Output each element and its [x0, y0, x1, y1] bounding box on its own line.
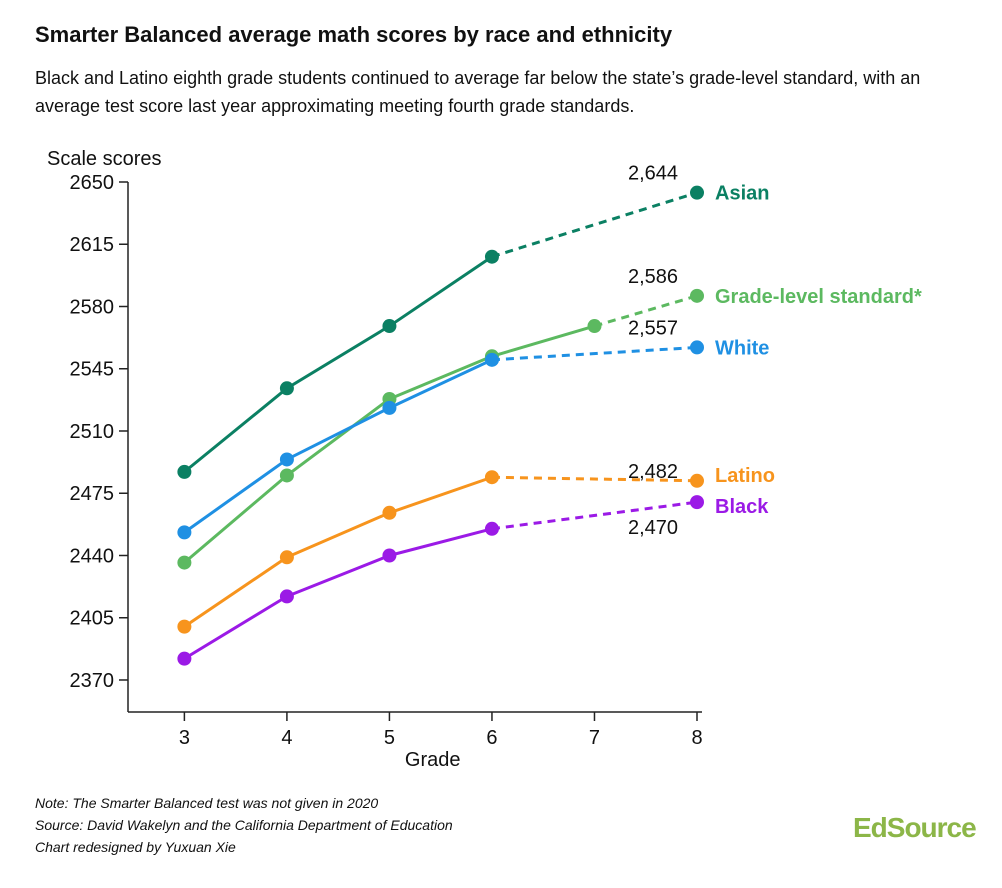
- series-line-solid: [183, 527, 493, 660]
- y-tick-label: 2440: [70, 545, 115, 567]
- data-point: [279, 550, 294, 565]
- data-point: [587, 319, 602, 334]
- y-tick-label: 2405: [70, 608, 115, 630]
- data-point: [279, 589, 294, 604]
- x-axis-label: Grade: [405, 749, 461, 771]
- data-point: [279, 452, 294, 467]
- series-line-solid: [183, 475, 493, 628]
- data-label: 2,644: [628, 163, 678, 185]
- series-line-dashed: [491, 191, 698, 259]
- data-point: [484, 352, 499, 367]
- data-point: [382, 548, 397, 563]
- data-label: 2,557: [628, 317, 678, 339]
- x-tick-label: 3: [179, 727, 190, 749]
- series-line-dashed: [491, 475, 698, 483]
- data-label: 2,586: [628, 266, 678, 288]
- chart-subtitle: Black and Latino eighth grade students c…: [35, 68, 921, 116]
- data-point: [690, 340, 704, 355]
- data-label: 2,470: [628, 517, 678, 539]
- y-tick-label: 2475: [70, 483, 115, 505]
- data-label: 2,482: [628, 461, 678, 483]
- note-line: Note: The Smarter Balanced test was not …: [35, 795, 379, 811]
- series-label: White: [715, 337, 769, 359]
- source-line: Source: David Wakelyn and the California…: [35, 817, 453, 833]
- series-line-solid: [183, 255, 493, 474]
- data-point: [690, 288, 704, 303]
- series-line-solid: [183, 358, 493, 534]
- data-point: [484, 521, 499, 536]
- data-point: [690, 495, 704, 510]
- data-point: [279, 468, 294, 483]
- data-point: [484, 249, 499, 264]
- data-point: [177, 651, 192, 666]
- data-point: [690, 185, 704, 200]
- x-tick-label: 5: [384, 727, 395, 749]
- data-point: [177, 464, 192, 479]
- data-point: [382, 319, 397, 334]
- data-point: [690, 473, 704, 488]
- x-tick-label: 7: [589, 727, 600, 749]
- edsource-logo: EdSource: [853, 812, 977, 843]
- data-point: [279, 381, 294, 396]
- chart-title: Smarter Balanced average math scores by …: [35, 22, 673, 47]
- y-tick-label: 2615: [70, 234, 115, 256]
- x-tick-label: 4: [281, 727, 292, 749]
- x-tick-label: 6: [486, 727, 497, 749]
- y-tick-label: 2545: [70, 359, 115, 381]
- series-line-dashed: [594, 294, 698, 328]
- data-point: [382, 505, 397, 520]
- series-label: Asian: [715, 183, 769, 205]
- y-tick-label: 2510: [70, 421, 115, 443]
- data-point: [177, 619, 192, 634]
- y-tick-label: 2370: [70, 670, 115, 692]
- series-label: Grade-level standard*: [715, 286, 922, 308]
- series-label: Black: [715, 496, 769, 518]
- series-line-solid: [183, 324, 595, 564]
- series-label: Latino: [715, 465, 775, 487]
- y-tick-label: 2650: [70, 172, 115, 194]
- y-axis-label: Scale scores: [47, 148, 162, 170]
- notes: Note: The Smarter Balanced test was not …: [35, 792, 453, 858]
- data-point: [484, 470, 499, 485]
- series-line-dashed: [491, 345, 698, 362]
- data-point: [177, 555, 192, 570]
- series-line-dashed: [491, 500, 698, 531]
- data-point: [382, 400, 397, 415]
- credit-line: Chart redesigned by Yuxuan Xie: [35, 839, 236, 855]
- x-tick-label: 8: [691, 727, 702, 749]
- y-tick-label: 2580: [70, 296, 115, 318]
- data-point: [177, 525, 192, 540]
